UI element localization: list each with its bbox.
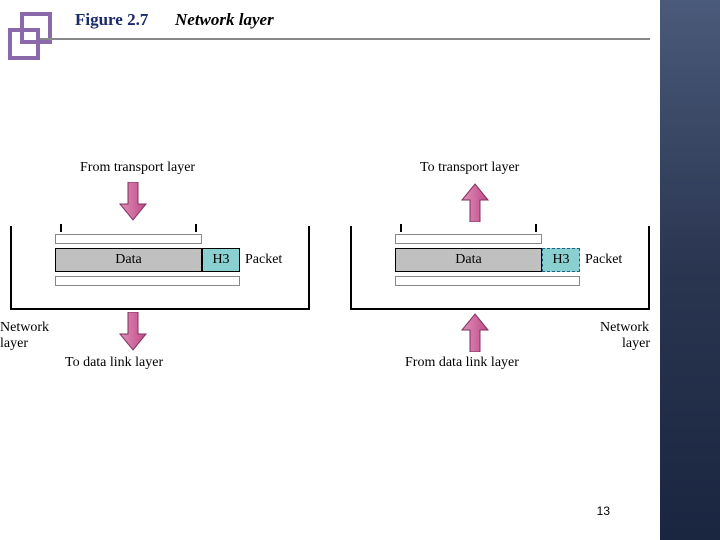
thin-box <box>395 276 580 286</box>
arrow-down-icon <box>118 182 148 222</box>
left-bottom-label: To data link layer <box>65 355 163 371</box>
right-bottom-label: From data link layer <box>405 355 519 371</box>
right-side-label-1: Network <box>600 320 649 336</box>
right-data-label: Data <box>455 252 481 268</box>
left-side-label-2: layer <box>0 336 28 352</box>
thin-box <box>395 234 542 244</box>
tick <box>195 224 197 232</box>
header-underline <box>40 38 650 40</box>
right-top-label: To transport layer <box>420 160 519 176</box>
right-side-label-2: layer <box>622 336 650 352</box>
gradient-sidebar <box>660 0 720 540</box>
tick <box>400 224 402 232</box>
right-data-segment: Data <box>395 248 542 272</box>
left-data-label: Data <box>115 252 141 268</box>
left-h3-segment: H3 <box>202 248 240 272</box>
arrow-up-icon <box>460 312 490 352</box>
left-side-label-1: Network <box>0 320 49 336</box>
left-data-segment: Data <box>55 248 202 272</box>
left-h3-label: H3 <box>212 252 229 268</box>
figure-title: Network layer <box>175 10 274 30</box>
thin-box <box>55 234 202 244</box>
page-number: 13 <box>597 504 610 518</box>
left-packet-label: Packet <box>245 252 282 268</box>
arrow-down-icon <box>118 312 148 352</box>
diagram-area: From transport layer Data H3 Packet Netw… <box>0 160 660 420</box>
tick <box>535 224 537 232</box>
right-packet-label: Packet <box>585 252 622 268</box>
thin-box <box>55 276 240 286</box>
right-h3-segment: H3 <box>542 248 580 272</box>
arrow-up-icon <box>460 182 490 222</box>
right-h3-label: H3 <box>552 252 569 268</box>
figure-number: Figure 2.7 <box>75 10 148 30</box>
left-top-label: From transport layer <box>80 160 195 176</box>
tick <box>60 224 62 232</box>
